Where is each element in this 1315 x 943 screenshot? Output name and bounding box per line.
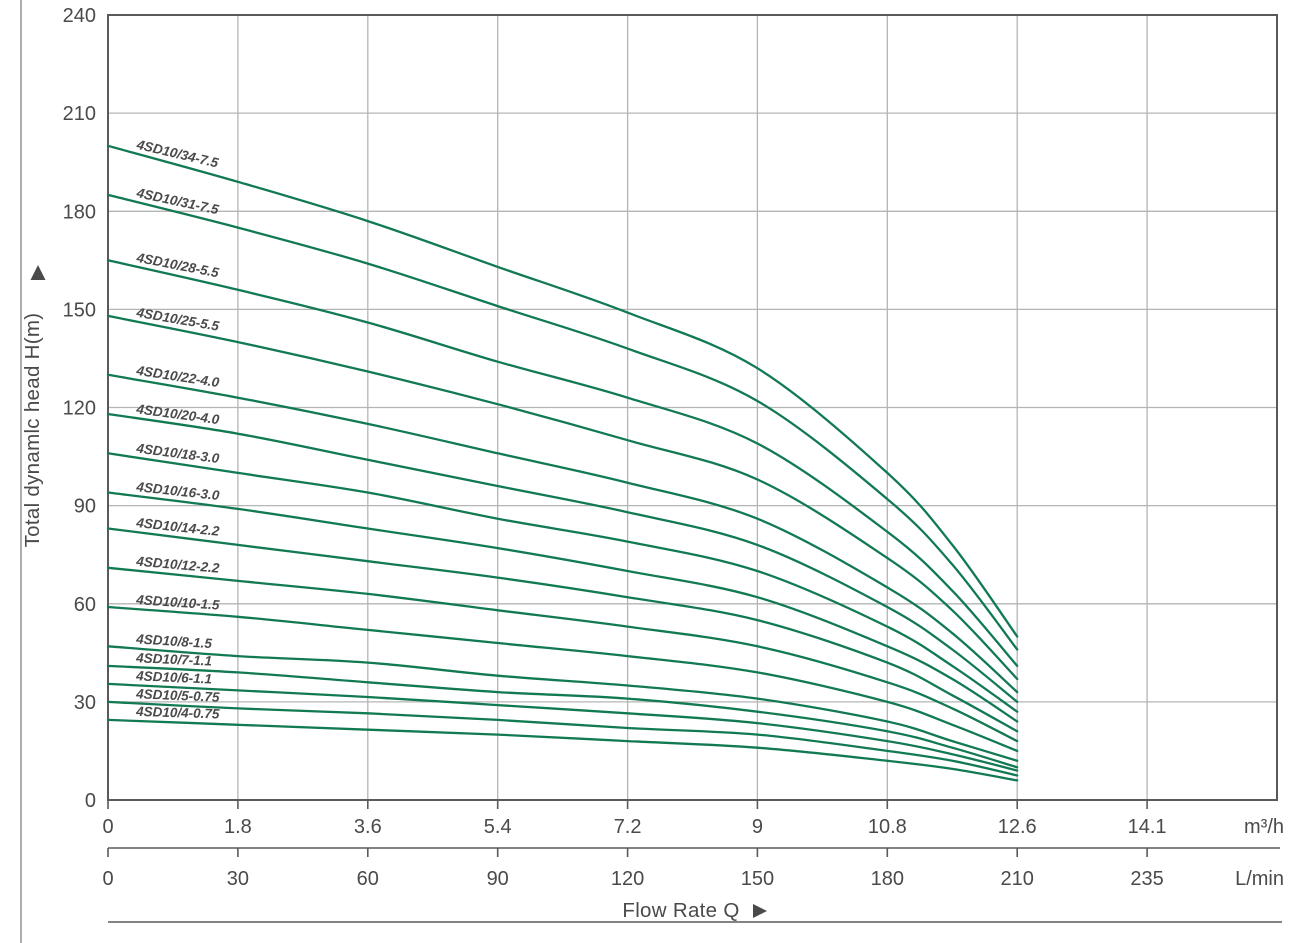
pump-curve (106, 664, 1019, 769)
x-tick-label-m3h: 10.8 (868, 816, 907, 838)
x-tick-label-m3h: 14.1 (1128, 816, 1167, 838)
curve-label: 4SD10/6-1.1 (135, 668, 212, 686)
x-tick-label-m3h: 9 (752, 816, 763, 838)
pump-curve (106, 718, 1019, 782)
x-tick-label-m3h: 0 (102, 816, 113, 838)
y-axis-title: Total dynamlc head H(m) (21, 265, 46, 547)
y-axis-title-text: Total dynamlc head H(m) (21, 313, 44, 548)
x-axis-title-text: Flow Rate Q (622, 899, 739, 922)
x-axis-lmin: 0 30 60 90 120 150 180 210 235 (102, 847, 1280, 890)
curve-label: 4SD10/10-1.5 (135, 592, 221, 613)
pump-curve (106, 527, 1019, 733)
x-axis-arrow-icon (753, 904, 767, 918)
pump-curve (106, 314, 1019, 681)
y-axis-arrow-icon (30, 265, 46, 280)
pump-curve (106, 682, 1019, 772)
y-tick-label: 30 (74, 692, 96, 714)
pump-curve (106, 193, 1019, 651)
x-axis-unit-lmin: L/min (1235, 868, 1284, 890)
x-tick-label-lmin: 60 (357, 868, 379, 890)
plot-border (107, 14, 1278, 801)
y-tick-label: 180 (63, 201, 96, 223)
curve-label: 4SD10/4-0.75 (135, 704, 220, 722)
pump-curve (106, 412, 1019, 704)
x-tick-label-lmin: 0 (102, 868, 113, 890)
pump-curve (106, 566, 1019, 743)
y-axis-tick-labels: 240 210 180 150 120 90 60 30 0 (63, 5, 96, 812)
curve-label: 4SD10/8-1.5 (135, 631, 213, 651)
x-tick-label-lmin: 180 (871, 868, 904, 890)
y-tick-label: 240 (63, 5, 96, 27)
x-axis-unit-m3h: m³/h (1244, 816, 1284, 838)
x-tick-label-m3h: 12.6 (998, 816, 1037, 838)
pump-curve (106, 259, 1019, 668)
grid-lines (108, 15, 1277, 800)
x-tick-label-lmin: 210 (1001, 868, 1034, 890)
y-tick-label: 0 (85, 790, 96, 812)
x-tick-label-lmin: 120 (611, 868, 644, 890)
x-tick-label-m3h: 7.2 (614, 816, 642, 838)
y-tick-label: 60 (74, 594, 96, 616)
x-tick-label-lmin: 235 (1130, 868, 1163, 890)
y-tick-label: 150 (63, 299, 96, 321)
pump-curve (106, 373, 1019, 694)
pump-curve (106, 700, 1019, 777)
x-tick-label-m3h: 5.4 (484, 816, 512, 838)
pump-curve (106, 452, 1019, 713)
x-axis-m3h: 0 1.8 3.6 5.4 7.2 9 10.8 12.6 14.1 (102, 800, 1167, 838)
pump-curve (106, 144, 1019, 638)
curve-label: 4SD10/16-3.0 (135, 479, 221, 503)
curve-label: 4SD10/12-2.2 (135, 554, 221, 576)
x-tick-label-m3h: 1.8 (224, 816, 252, 838)
x-tick-label-lmin: 90 (487, 868, 509, 890)
curve-label: 4SD10/18-3.0 (135, 440, 221, 466)
curve-label: 4SD10/5-0.75 (135, 686, 220, 705)
x-axis-title: Flow Rate Q (622, 899, 767, 922)
x-tick-label-lmin: 30 (227, 868, 249, 890)
pump-curve (106, 491, 1019, 723)
curve-label: 4SD10/14-2.2 (135, 515, 221, 539)
y-tick-label: 90 (74, 496, 96, 518)
pump-curves (106, 144, 1019, 782)
pump-curve (106, 645, 1019, 762)
curve-label: 4SD10/7-1.1 (135, 650, 212, 668)
x-tick-label-lmin: 150 (741, 868, 774, 890)
y-tick-label: 210 (63, 103, 96, 125)
pump-curve (106, 605, 1019, 753)
y-tick-label: 120 (63, 398, 96, 420)
x-tick-label-m3h: 3.6 (354, 816, 382, 838)
